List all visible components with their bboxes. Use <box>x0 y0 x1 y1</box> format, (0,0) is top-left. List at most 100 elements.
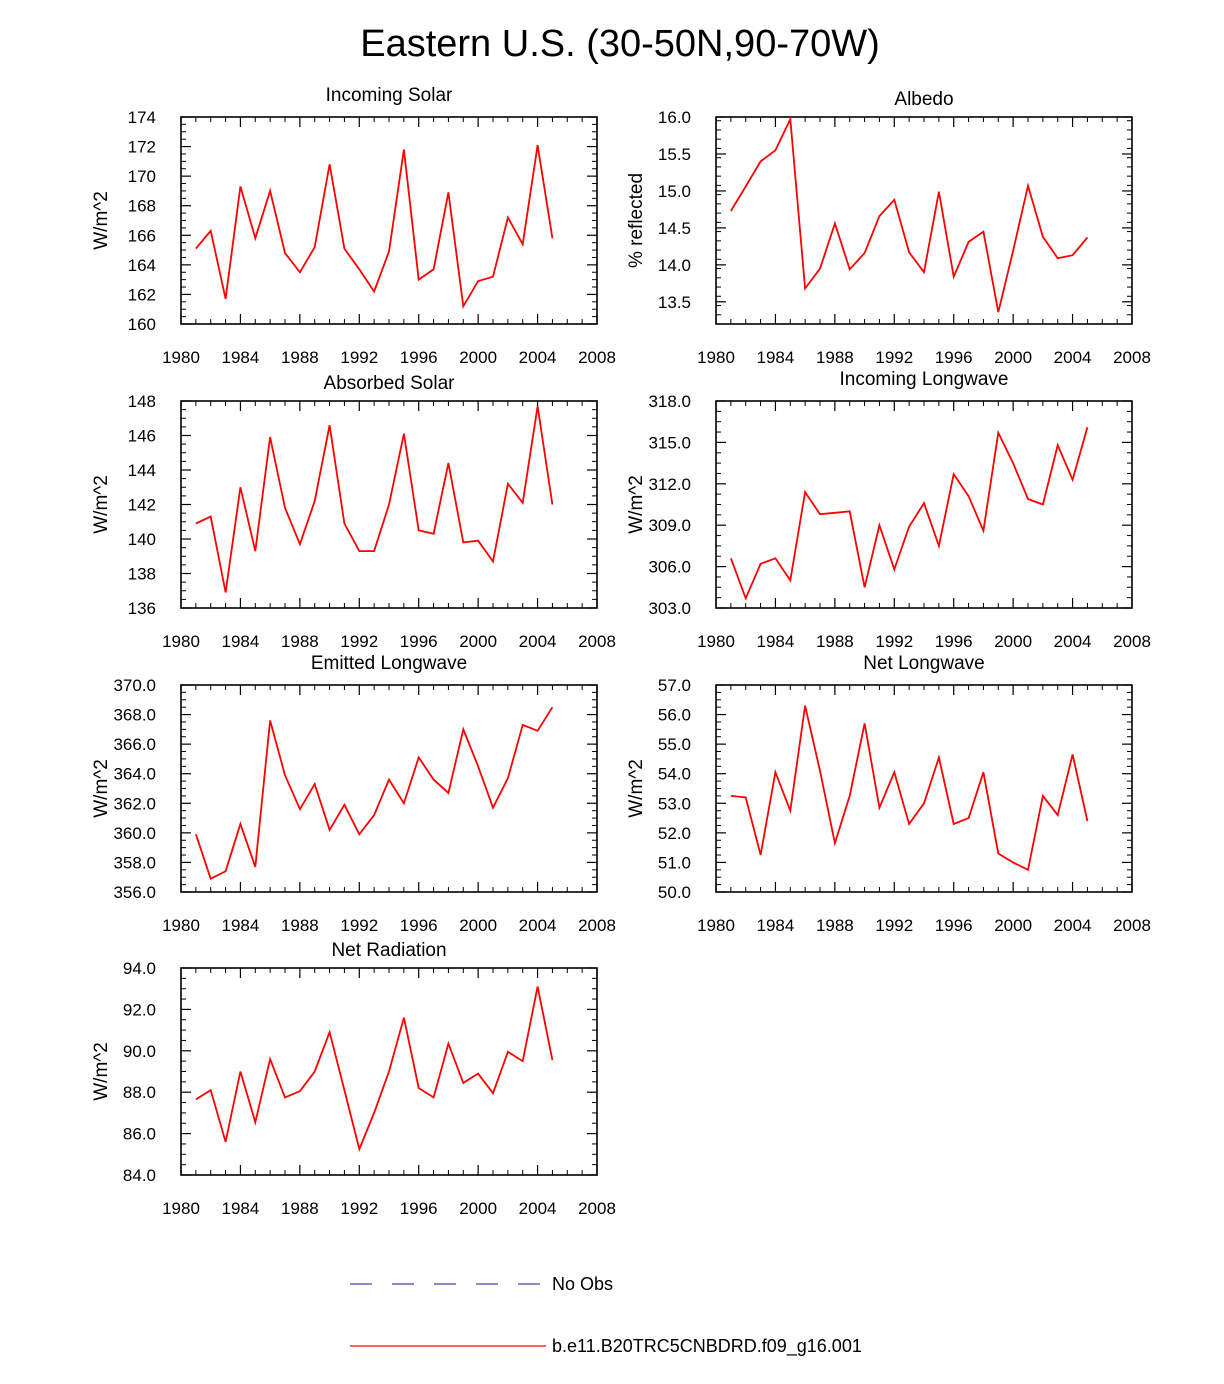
panel-title: Net Radiation <box>331 940 446 961</box>
legend: No Obs b.e11.B20TRC5CNBDRD.f09_g16.001 <box>350 1274 862 1357</box>
y-tick-label: 142 <box>128 496 156 515</box>
plot-frame <box>715 116 1133 325</box>
panel-6: Net Longwave 1980 1984 1988 1992 1996 2000 2004… <box>626 653 1151 935</box>
y-tick-label: 52.0 <box>658 824 691 843</box>
y-tick-label: 148 <box>128 392 156 411</box>
y-axis-label: % reflected <box>626 173 647 268</box>
y-tick-label: 14.0 <box>658 256 691 275</box>
x-tick-label: 2004 <box>1054 632 1092 651</box>
x-tick-label: 1992 <box>340 348 378 367</box>
y-tick-label: 16.0 <box>658 108 691 127</box>
y-tick-label: 138 <box>128 565 156 584</box>
x-tick-label: 2008 <box>1113 632 1151 651</box>
x-tick-label: 1980 <box>162 348 200 367</box>
x-tick-label: 1980 <box>697 916 735 935</box>
x-tick-label: 1984 <box>757 348 795 367</box>
x-tick-label: 1992 <box>340 1199 378 1218</box>
x-tick-label: 2008 <box>1113 916 1151 935</box>
plot-frame <box>715 684 1133 893</box>
x-tick-label: 2008 <box>578 1199 616 1218</box>
x-tick-label: 1980 <box>162 916 200 935</box>
y-tick-label: 356.0 <box>113 883 156 902</box>
y-tick-label: 366.0 <box>113 735 156 754</box>
plot-frame <box>180 684 598 893</box>
y-tick-label: 306.0 <box>648 558 691 577</box>
y-axis-label: W/m^2 <box>626 475 647 534</box>
y-tick-label: 140 <box>128 530 156 549</box>
x-tick-label: 1984 <box>222 916 260 935</box>
x-tick-label: 1996 <box>400 1199 438 1218</box>
plot-frame <box>180 116 598 325</box>
y-tick-label: 170 <box>128 167 156 186</box>
x-tick-label: 1984 <box>757 632 795 651</box>
y-axis-label: W/m^2 <box>91 759 112 818</box>
series-line <box>730 115 1089 313</box>
panel-4: Incoming Longwave 1980 1984 1988 1992 1996 200… <box>626 369 1151 651</box>
y-tick-label: 172 <box>128 138 156 157</box>
x-tick-label: 2004 <box>519 632 557 651</box>
y-tick-label: 90.0 <box>123 1042 156 1061</box>
x-tick-label: 1996 <box>935 916 973 935</box>
y-tick-label: 162 <box>128 285 156 304</box>
panel-2: Albedo 1980 1984 1988 1992 1996 2000 2004 2008 13… <box>626 89 1151 367</box>
y-tick-label: 168 <box>128 197 156 216</box>
x-tick-label: 1988 <box>816 916 854 935</box>
x-tick-label: 1980 <box>162 632 200 651</box>
panel-1: Incoming Solar 1980 1984 1988 1992 1996 2000 20… <box>91 85 616 367</box>
series-line <box>195 406 554 593</box>
y-axis-label: W/m^2 <box>91 1042 112 1101</box>
y-tick-label: 53.0 <box>658 794 691 813</box>
legend-model-label: b.e11.B20TRC5CNBDRD.f09_g16.001 <box>552 1336 862 1357</box>
y-tick-label: 315.0 <box>648 433 691 452</box>
x-tick-label: 2008 <box>578 348 616 367</box>
x-tick-label: 2004 <box>519 916 557 935</box>
y-tick-label: 92.0 <box>123 1000 156 1019</box>
x-tick-label: 2008 <box>578 632 616 651</box>
x-tick-label: 1988 <box>816 348 854 367</box>
y-tick-label: 55.0 <box>658 735 691 754</box>
y-axis-label: W/m^2 <box>626 759 647 818</box>
x-tick-label: 1980 <box>697 632 735 651</box>
y-tick-label: 86.0 <box>123 1125 156 1144</box>
x-tick-label: 2000 <box>459 348 497 367</box>
y-tick-label: 309.0 <box>648 516 691 535</box>
x-tick-label: 2000 <box>994 916 1032 935</box>
x-tick-label: 1980 <box>162 1199 200 1218</box>
y-tick-label: 174 <box>128 108 156 127</box>
x-tick-label: 1984 <box>222 348 260 367</box>
y-tick-label: 136 <box>128 599 156 618</box>
x-tick-label: 1992 <box>340 916 378 935</box>
y-tick-label: 14.5 <box>658 219 691 238</box>
panel-title: Absorbed Solar <box>324 373 456 394</box>
x-tick-label: 1996 <box>935 632 973 651</box>
x-tick-label: 1988 <box>281 916 319 935</box>
y-tick-label: 88.0 <box>123 1083 156 1102</box>
x-tick-label: 2004 <box>519 348 557 367</box>
y-tick-label: 164 <box>128 256 156 275</box>
y-tick-label: 312.0 <box>648 475 691 494</box>
x-tick-label: 1996 <box>400 348 438 367</box>
series-line <box>195 706 554 880</box>
x-tick-label: 1984 <box>222 632 260 651</box>
y-tick-label: 56.0 <box>658 706 691 725</box>
x-tick-label: 2000 <box>994 632 1032 651</box>
x-tick-label: 1992 <box>875 348 913 367</box>
x-tick-label: 2008 <box>578 916 616 935</box>
x-tick-label: 1996 <box>400 632 438 651</box>
y-tick-label: 362.0 <box>113 794 156 813</box>
y-tick-label: 15.5 <box>658 145 691 164</box>
panel-7: Net Radiation 1980 1984 1988 1992 1996 2000 200… <box>91 940 616 1218</box>
y-tick-label: 370.0 <box>113 676 156 695</box>
series-line <box>195 986 554 1152</box>
series-line <box>730 426 1089 601</box>
y-tick-label: 146 <box>128 427 156 446</box>
x-tick-label: 1992 <box>875 632 913 651</box>
panel-5: Emitted Longwave 1980 1984 1988 1992 1996 2000… <box>91 653 616 935</box>
y-tick-label: 50.0 <box>658 883 691 902</box>
x-tick-label: 1996 <box>935 348 973 367</box>
x-tick-label: 2004 <box>519 1199 557 1218</box>
x-tick-label: 1984 <box>757 916 795 935</box>
x-tick-label: 2000 <box>459 1199 497 1218</box>
x-tick-label: 2000 <box>994 348 1032 367</box>
